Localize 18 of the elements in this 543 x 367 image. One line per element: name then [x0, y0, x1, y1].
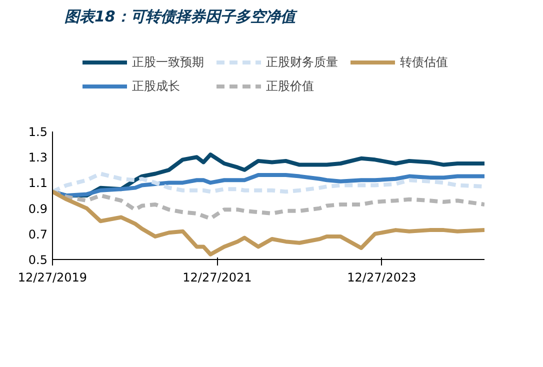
y-tick-label: 1.3: [28, 150, 48, 165]
legend-label: 正股成长: [132, 78, 181, 94]
legend-label: 转债估值: [400, 54, 449, 70]
chart-title: 图表18：可转债择券因子多空净值: [64, 8, 298, 26]
x-tick-label: 12/27/2019: [18, 270, 88, 284]
y-tick-label: 1.1: [28, 176, 48, 190]
line-series: [52, 190, 484, 221]
y-tick-label: 1.5: [28, 125, 48, 139]
legend-label: 正股价值: [266, 78, 315, 94]
legend-label: 正股一致预期: [132, 54, 205, 70]
y-tick-label: 0.7: [28, 227, 48, 242]
line-series: [52, 172, 484, 194]
y-tick-label: 0.5: [28, 253, 48, 267]
line-series: [52, 190, 484, 256]
y-tick-label: 0.9: [28, 202, 48, 216]
x-tick-label: 12/27/2023: [347, 270, 416, 284]
legend-label: 正股财务质量: [266, 54, 339, 70]
x-tick-label: 12/27/2021: [182, 270, 252, 284]
